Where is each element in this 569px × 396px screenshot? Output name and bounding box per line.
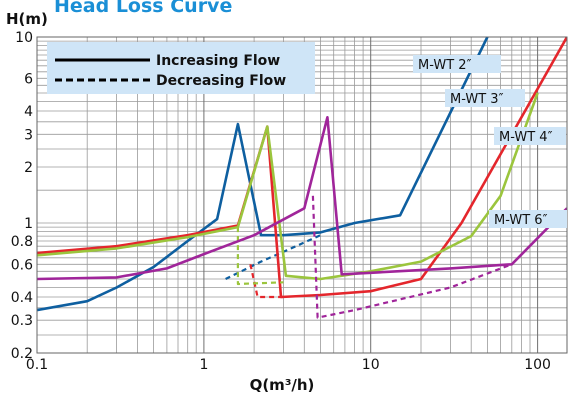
series-label-box (413, 55, 501, 73)
series-labels: M-WT 2″ M-WT 3″ M-WT 4″ M-WT 6″ (413, 55, 567, 228)
x-axis-label: Q(m³/h) (250, 376, 315, 394)
y-tick-label: 10 (15, 30, 33, 46)
series-3-decreasing-line (311, 195, 513, 319)
series-2-increasing-line (37, 92, 539, 281)
series-label-box (445, 89, 525, 107)
series-1-increasing-line (37, 36, 567, 299)
chart-title: Head Loss Curve (54, 0, 232, 17)
x-tick-label: 0.1 (26, 357, 48, 373)
y-tick-label: 0.2 (11, 346, 33, 362)
series-lines (37, 36, 567, 319)
series-label-box (489, 210, 567, 228)
legend-label-increasing: Increasing Flow (156, 53, 280, 69)
y-tick-label: 1 (24, 216, 33, 232)
y-axis-label: H(m) (6, 10, 48, 28)
x-tick-label: 10 (362, 357, 380, 373)
y-tick-label: 6 (24, 71, 33, 87)
y-tick-label: 0.8 (11, 234, 33, 250)
series-0-decreasing-line (225, 234, 321, 280)
series-label-1: M-WT 3″ (450, 92, 504, 107)
y-tick-label: 0.3 (11, 313, 33, 329)
y-tick-label: 0.4 (11, 290, 33, 306)
tick-labels: 0.2 0.3 0.4 0.6 0.8 1 2 3 4 6 10 0.1 1 10 100 (11, 30, 551, 373)
series-0-increasing-line (37, 36, 489, 312)
series-1-decreasing-line (249, 264, 284, 299)
plot-frame (36, 36, 568, 354)
legend: Increasing Flow Decreasing Flow (47, 42, 315, 94)
series-label-box (494, 127, 566, 145)
series-label-3: M-WT 6″ (494, 213, 548, 228)
x-tick-label: 1 (199, 357, 208, 373)
series-2-decreasing-line (236, 227, 284, 286)
y-tick-label: 3 (24, 127, 33, 143)
legend-label-decreasing: Decreasing Flow (156, 73, 286, 89)
series-label-2: M-WT 4″ (499, 130, 553, 145)
y-tick-label: 2 (24, 160, 33, 176)
series-label-0: M-WT 2″ (418, 58, 472, 73)
y-tick-label: 0.6 (11, 257, 33, 273)
legend-box (47, 42, 315, 94)
x-tick-label: 100 (524, 357, 551, 373)
y-tick-label: 4 (24, 104, 33, 120)
series-3-increasing-line (37, 116, 567, 281)
